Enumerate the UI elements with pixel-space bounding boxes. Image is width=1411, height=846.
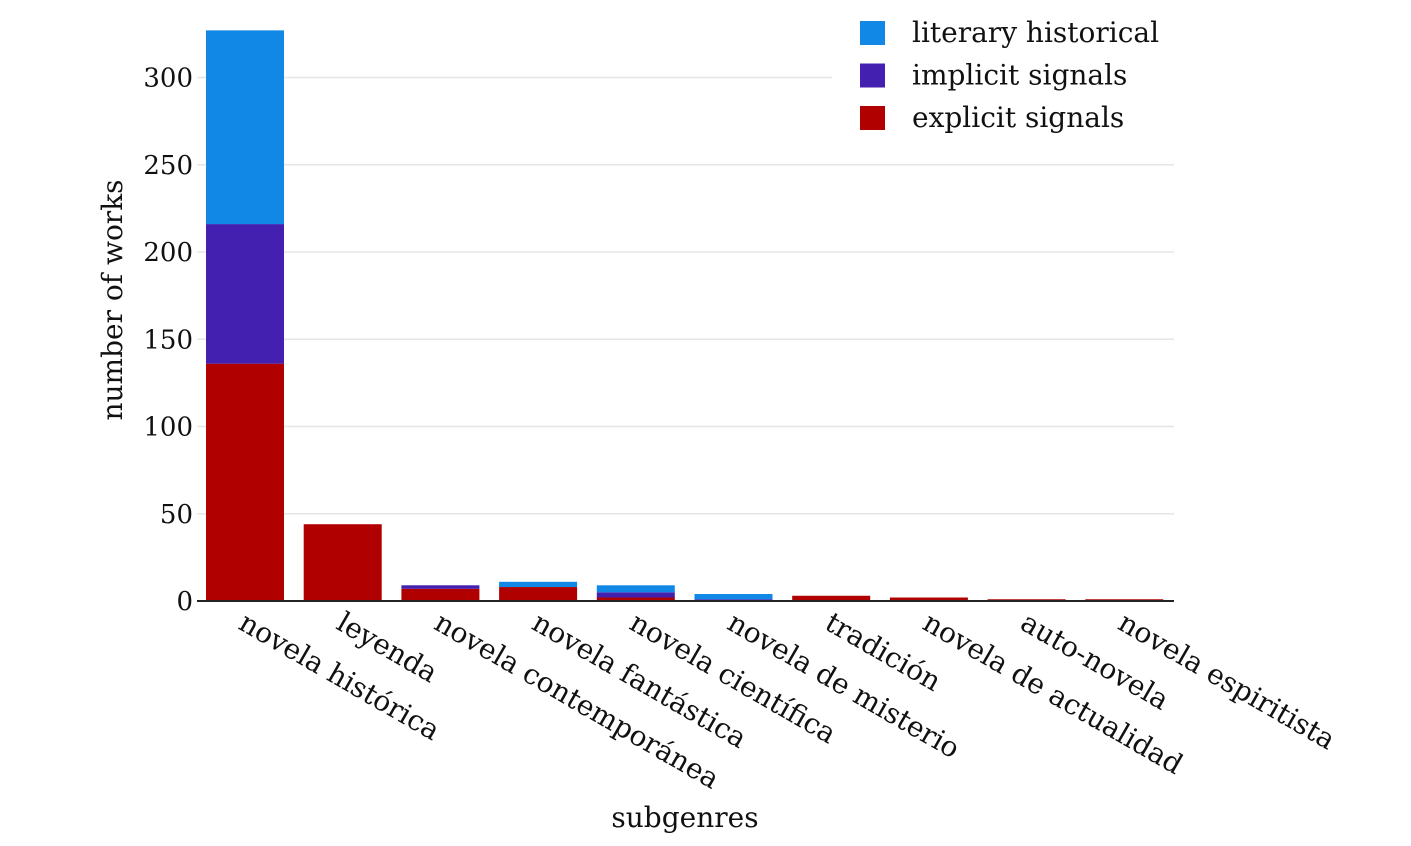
- bar-explicit-signals: [401, 588, 480, 601]
- bar-implicit-signals: [596, 592, 675, 598]
- bar-explicit-signals: [596, 597, 675, 601]
- y-tick-label: 150: [143, 325, 193, 355]
- bar-implicit-signals: [401, 585, 480, 589]
- y-tick-labels: 0 50 100 150 200 250 300: [143, 64, 193, 618]
- bar-implicit-signals: [206, 224, 284, 364]
- y-tick-label: 100: [143, 413, 193, 443]
- grid-lines: [197, 76, 1174, 515]
- bar-literary-historical: [694, 594, 773, 600]
- legend-swatch: [860, 106, 885, 130]
- bar-explicit-signals: [303, 524, 382, 601]
- bar-explicit-signals: [792, 595, 871, 601]
- y-tick-label: 300: [143, 64, 193, 94]
- legend: literary historical implicit signals expli…: [860, 16, 1159, 134]
- y-tick-label: 50: [160, 500, 193, 530]
- y-tick-label: 0: [176, 587, 193, 617]
- legend-label: implicit signals: [912, 59, 1127, 92]
- bar-explicit-signals: [206, 363, 284, 601]
- y-tick-label: 200: [143, 238, 193, 268]
- bars: [206, 30, 1164, 601]
- bar-explicit-signals: [499, 587, 578, 601]
- legend-label: explicit signals: [912, 101, 1124, 134]
- bar-literary-historical: [499, 581, 578, 588]
- legend-swatch: [860, 21, 885, 45]
- legend-label: literary historical: [912, 16, 1159, 49]
- bar-literary-historical: [206, 30, 284, 225]
- bar-explicit-signals: [889, 597, 968, 601]
- bar-literary-historical: [596, 585, 675, 593]
- y-tick-label: 250: [143, 151, 193, 181]
- legend-swatch: [860, 63, 885, 88]
- y-axis-title: number of works: [96, 179, 129, 420]
- x-axis-title: subgenres: [611, 801, 758, 834]
